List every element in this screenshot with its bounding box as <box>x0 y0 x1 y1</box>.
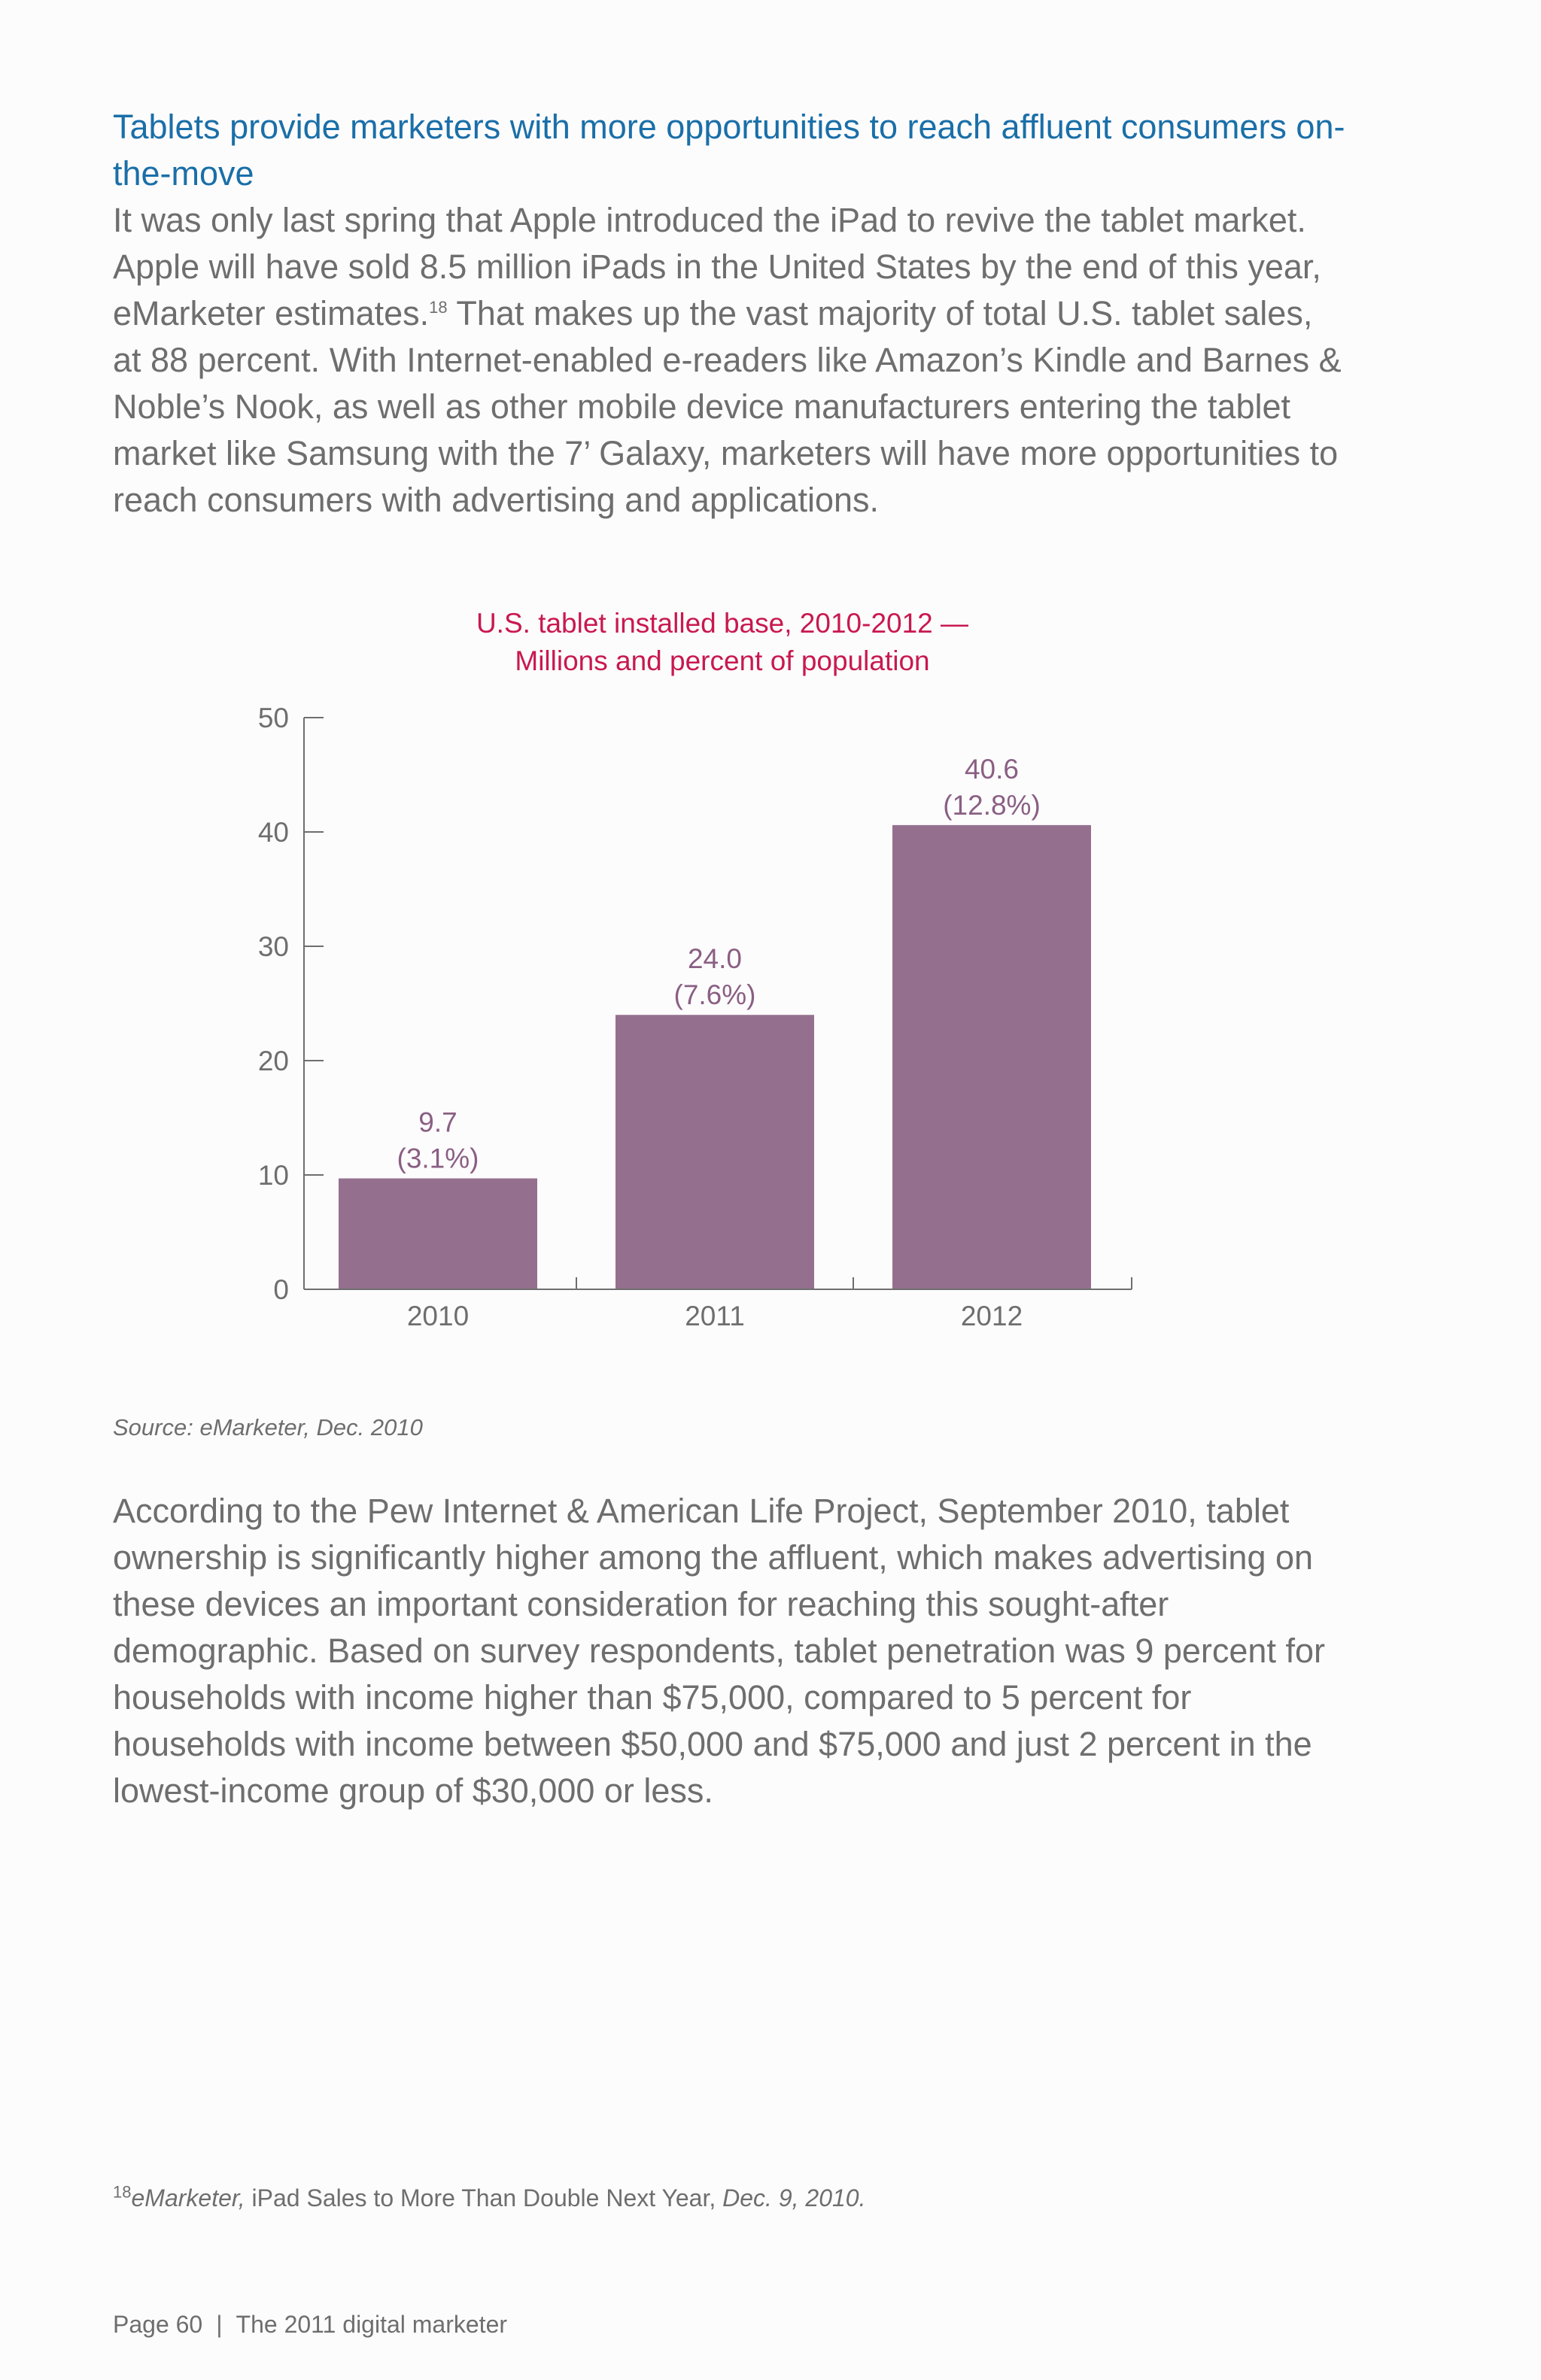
publication-title: The 2011 digital marketer <box>236 2311 508 2338</box>
bar-2012 <box>892 824 1091 1289</box>
bar-2010 <box>339 1178 537 1289</box>
chart-source: Source: eMarketer, Dec. 2010 <box>113 1414 423 1440</box>
footnote-publisher: eMarketer, <box>131 2184 245 2212</box>
y-tick-label: 20 <box>258 1046 289 1076</box>
footnote: 18eMarketer, iPad Sales to More Than Dou… <box>113 2184 865 2212</box>
y-tick-label: 0 <box>273 1274 289 1305</box>
footer-separator: | <box>216 2311 223 2338</box>
body-paragraph-1: It was only last spring that Apple intro… <box>113 197 1347 524</box>
footnote-number: 18 <box>113 2182 132 2202</box>
chart-title-line-1: U.S. tablet installed base, 2010-2012 — <box>476 608 969 639</box>
x-tick-label: 2010 <box>407 1301 469 1331</box>
footnote-reference[interactable]: 18 <box>429 298 448 317</box>
footnote-title: iPad Sales to More Than Double Next Year… <box>245 2184 716 2212</box>
page-footer: Page 60 | The 2011 digital marketer <box>113 2311 507 2339</box>
bar-percent-label: (3.1%) <box>397 1143 479 1174</box>
chart-title-line-2: Millions and percent of population <box>515 645 930 676</box>
body-paragraph-2: According to the Pew Internet & American… <box>113 1492 1325 1810</box>
x-tick-label: 2011 <box>685 1301 745 1331</box>
y-tick-label: 50 <box>258 703 289 733</box>
bar-percent-label: (12.8%) <box>943 790 1041 821</box>
page-number: Page 60 <box>113 2311 203 2338</box>
bar-value-label: 9.7 <box>418 1107 457 1138</box>
bar-percent-label: (7.6%) <box>674 979 756 1010</box>
paragraph-text: That makes up the vast majority of total… <box>113 294 1342 519</box>
y-tick-label: 40 <box>258 817 289 848</box>
x-tick-label: 2012 <box>961 1301 1023 1331</box>
y-tick-label: 10 <box>258 1160 289 1191</box>
section-heading: Tablets provide marketers with more oppo… <box>113 108 1345 193</box>
paragraph-text: It was only last spring that Apple intro… <box>113 201 1321 332</box>
bar-value-label: 24.0 <box>688 943 742 974</box>
bar-chart: 9.7 (3.1%) 24.0 (7.6%) 40.6 (12.8%) 0 10 20 30 40 5… <box>258 703 1132 1331</box>
bar-2011 <box>615 1015 814 1289</box>
bar-value-label: 40.6 <box>965 754 1019 785</box>
chart-title: U.S. tablet installed base, 2010-2012 — … <box>421 605 1023 680</box>
footnote-date: Dec. 9, 2010. <box>716 2184 866 2212</box>
y-tick-label: 30 <box>258 931 289 962</box>
